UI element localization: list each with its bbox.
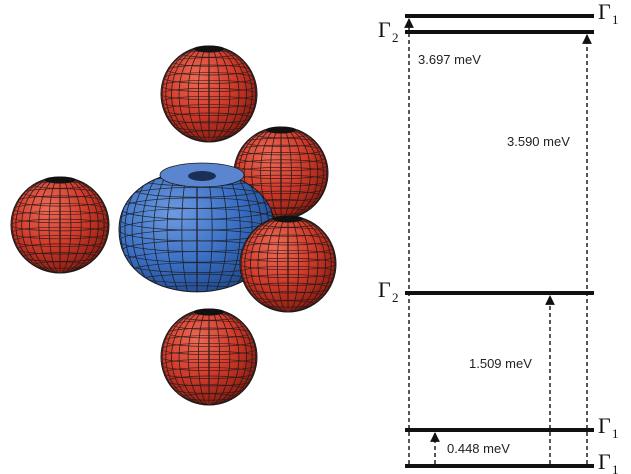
svg-text:Γ: Γ: [598, 0, 611, 24]
svg-text:Γ: Γ: [378, 17, 391, 42]
ligand-sphere-bottom: [160, 308, 258, 406]
molecule-model: [10, 45, 337, 406]
transition-label-3590: 3.590 meV: [507, 134, 570, 149]
svg-text:1: 1: [612, 12, 619, 27]
svg-text:1: 1: [612, 462, 619, 474]
level-label-gamma1-ground: Γ 1: [598, 449, 619, 474]
transition-label-1509: 1.509 meV: [469, 356, 532, 371]
level-label-gamma1-lower: Γ 1: [598, 413, 619, 441]
ligand-sphere-top: [160, 45, 258, 143]
level-label-gamma2-upper: Γ 2: [378, 17, 399, 45]
energy-level-diagram: 3.697 meV 3.590 meV 1.509 meV 0.448 meV …: [378, 0, 619, 474]
svg-text:2: 2: [392, 30, 399, 45]
transition-label-3697: 3.697 meV: [418, 52, 481, 67]
svg-text:Γ: Γ: [598, 449, 611, 474]
ligand-sphere-front-right: [239, 215, 337, 313]
svg-text:Γ: Γ: [598, 413, 611, 438]
svg-text:Γ: Γ: [378, 277, 391, 302]
transition-label-0448: 0.448 meV: [447, 441, 510, 456]
ligand-sphere-left: [10, 176, 110, 274]
level-label-gamma2-middle: Γ 2: [378, 277, 399, 305]
svg-text:2: 2: [392, 290, 399, 305]
svg-text:1: 1: [612, 426, 619, 441]
level-label-gamma1-top: Γ 1: [598, 0, 619, 27]
